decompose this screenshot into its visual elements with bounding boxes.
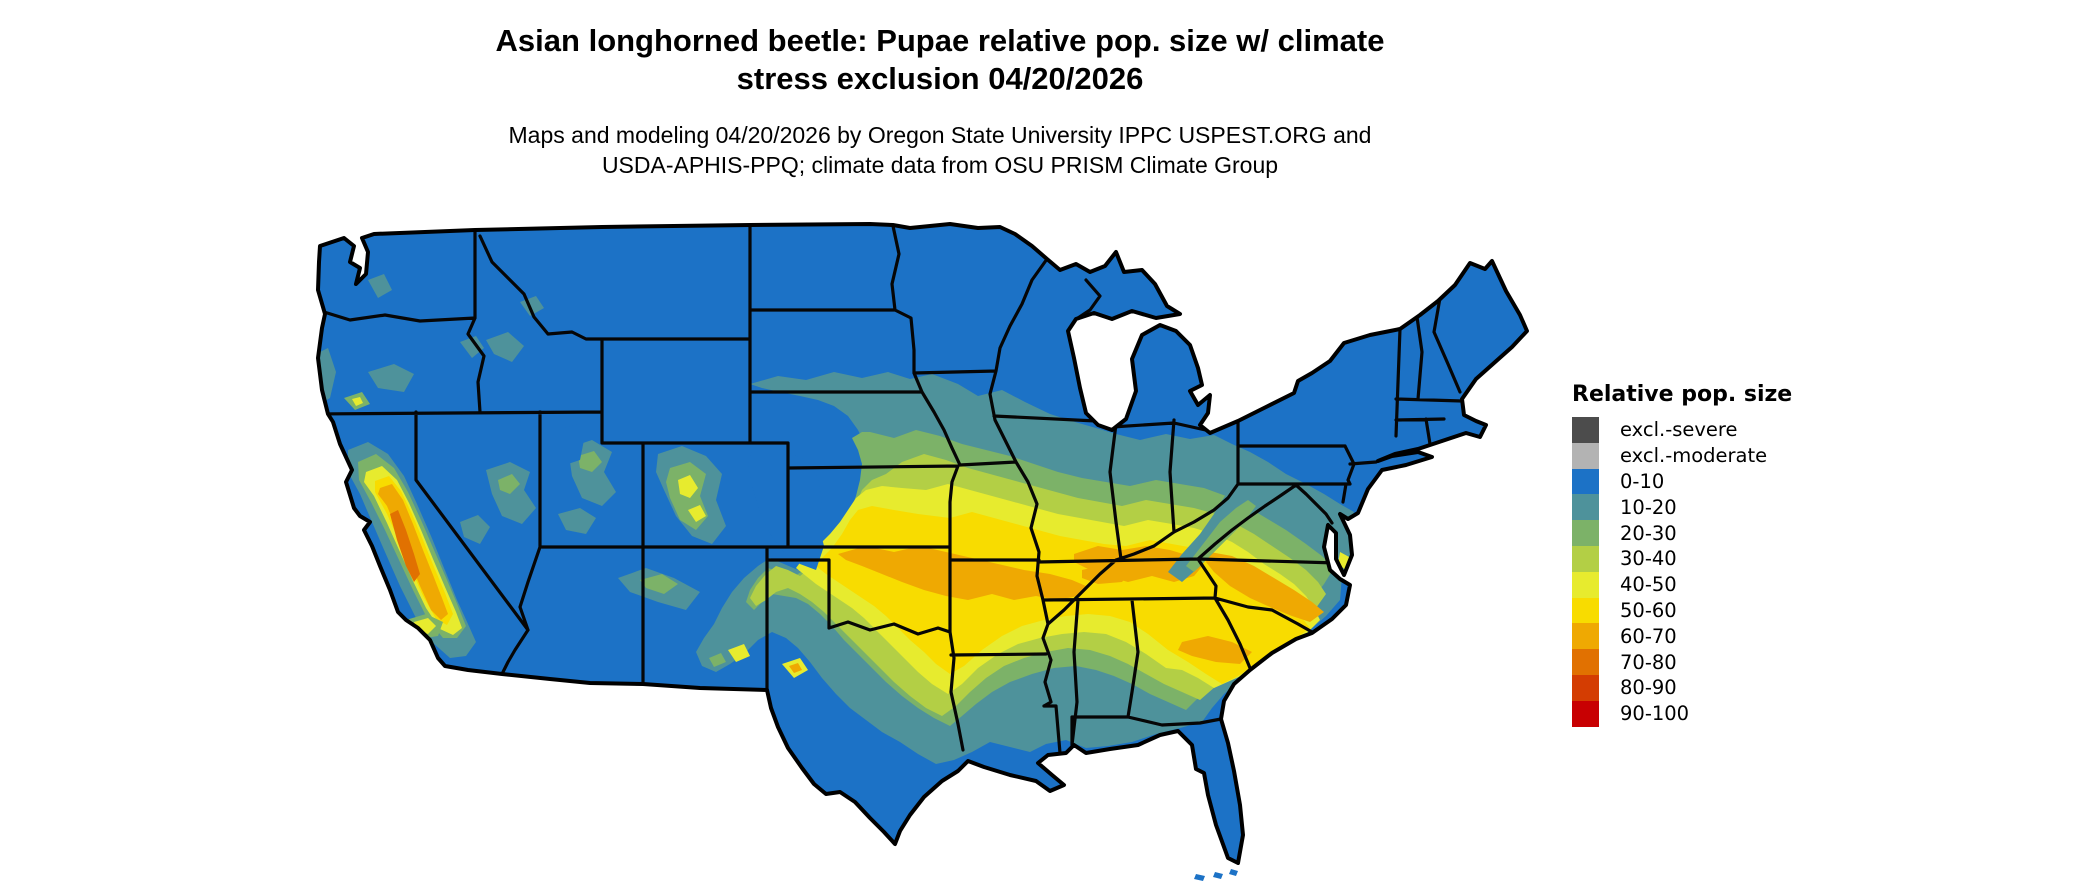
legend-item-10-20: 10-20 — [1572, 494, 1792, 521]
title-line-1: Asian longhorned beetle: Pupae relative … — [495, 23, 1385, 58]
map-region-yellow-nm-south — [728, 644, 750, 662]
us-outline — [316, 222, 1529, 865]
legend-swatch — [1572, 700, 1599, 727]
map-region-yellow-oregon-sw — [352, 397, 363, 406]
legend-item-90-100: 90-100 — [1572, 700, 1792, 727]
legend-swatch — [1572, 649, 1599, 675]
map-region-darkorange-central-valley — [390, 510, 420, 582]
map-region-teal-oregon-south — [368, 364, 414, 392]
legend-label: 70-80 — [1620, 650, 1677, 674]
map-region-lake-great-salt — [561, 424, 584, 464]
us-map-svg — [316, 222, 1529, 881]
map-region-green-nm-south — [709, 653, 726, 667]
map-region-green-nevada — [498, 474, 520, 494]
map-region-orange-ok-ar — [838, 546, 1086, 600]
legend-label: 50-60 — [1620, 598, 1677, 622]
legend-item-70-80: 70-80 — [1572, 649, 1792, 675]
legend-label: 20-30 — [1620, 521, 1677, 545]
legend-swatch — [1572, 468, 1599, 495]
legend-swatch — [1572, 674, 1599, 701]
title-line-2: stress exclusion 04/20/2026 — [736, 61, 1144, 96]
map-region-teal-utah-2 — [558, 508, 596, 534]
legend-label: 80-90 — [1620, 676, 1677, 700]
legend-items: excl.-severe excl.-moderate 0-10 10-20 2… — [1572, 417, 1792, 727]
legend-swatch — [1572, 597, 1599, 624]
map-legend: Relative pop. size excl.-severe excl.-mo… — [1572, 382, 1792, 727]
legend-swatch — [1572, 571, 1599, 598]
legend-label: 10-20 — [1620, 495, 1677, 519]
legend-swatch — [1572, 442, 1599, 469]
map-region-orange-va-nc — [1206, 552, 1324, 622]
legend-label: excl.-moderate — [1620, 444, 1768, 468]
us-map — [310, 222, 1560, 890]
map-region-green-utah — [578, 451, 602, 472]
map-region-orange-ga-sc — [1178, 636, 1252, 664]
subtitle-line-1: Maps and modeling 04/20/2026 by Oregon S… — [508, 122, 1372, 148]
map-region-teal-nevada-2 — [460, 515, 490, 544]
legend-swatch — [1572, 494, 1599, 521]
legend-item-40-50: 40-50 — [1572, 571, 1792, 598]
legend-item-80-90: 80-90 — [1572, 674, 1792, 701]
map-region-orange-westtexas — [789, 663, 802, 673]
map-region-green-mogollon — [640, 574, 678, 594]
legend-swatch — [1572, 545, 1599, 572]
map-region-teal-washington-cascades — [368, 274, 392, 298]
legend-title: Relative pop. size — [1572, 382, 1793, 407]
page-title: Asian longhorned beetle: Pupae relative … — [0, 22, 1880, 98]
legend-item-excl-severe: excl.-severe — [1572, 417, 1792, 443]
map-region-teal-snake — [460, 336, 484, 358]
legend-item-excl-moderate: excl.-moderate — [1572, 442, 1792, 469]
legend-item-20-30: 20-30 — [1572, 520, 1792, 546]
legend-swatch — [1572, 623, 1599, 650]
legend-label: 0-10 — [1620, 469, 1665, 493]
legend-label: 40-50 — [1620, 573, 1677, 597]
legend-swatch — [1572, 520, 1599, 546]
legend-item-0-10: 0-10 — [1572, 468, 1792, 495]
legend-label: excl.-severe — [1620, 418, 1738, 442]
map-region-teal-idaho — [486, 332, 524, 362]
map-region-yellow-colorado-1 — [678, 475, 698, 498]
legend-item-30-40: 30-40 — [1572, 545, 1792, 572]
legend-item-60-70: 60-70 — [1572, 623, 1792, 650]
map-region-yellow-colorado-2 — [688, 505, 706, 522]
legend-label: 90-100 — [1620, 702, 1690, 726]
legend-label: 30-40 — [1620, 547, 1677, 571]
page-subtitle: Maps and modeling 04/20/2026 by Oregon S… — [0, 120, 1880, 180]
legend-swatch — [1572, 417, 1599, 443]
subtitle-line-2: USDA-APHIS-PPQ; climate data from OSU PR… — [601, 152, 1279, 178]
legend-item-50-60: 50-60 — [1572, 597, 1792, 624]
florida-keys — [1194, 869, 1238, 881]
legend-label: 60-70 — [1620, 624, 1677, 648]
map-region-blue-highplains — [748, 444, 824, 570]
state-borders — [318, 224, 1464, 755]
